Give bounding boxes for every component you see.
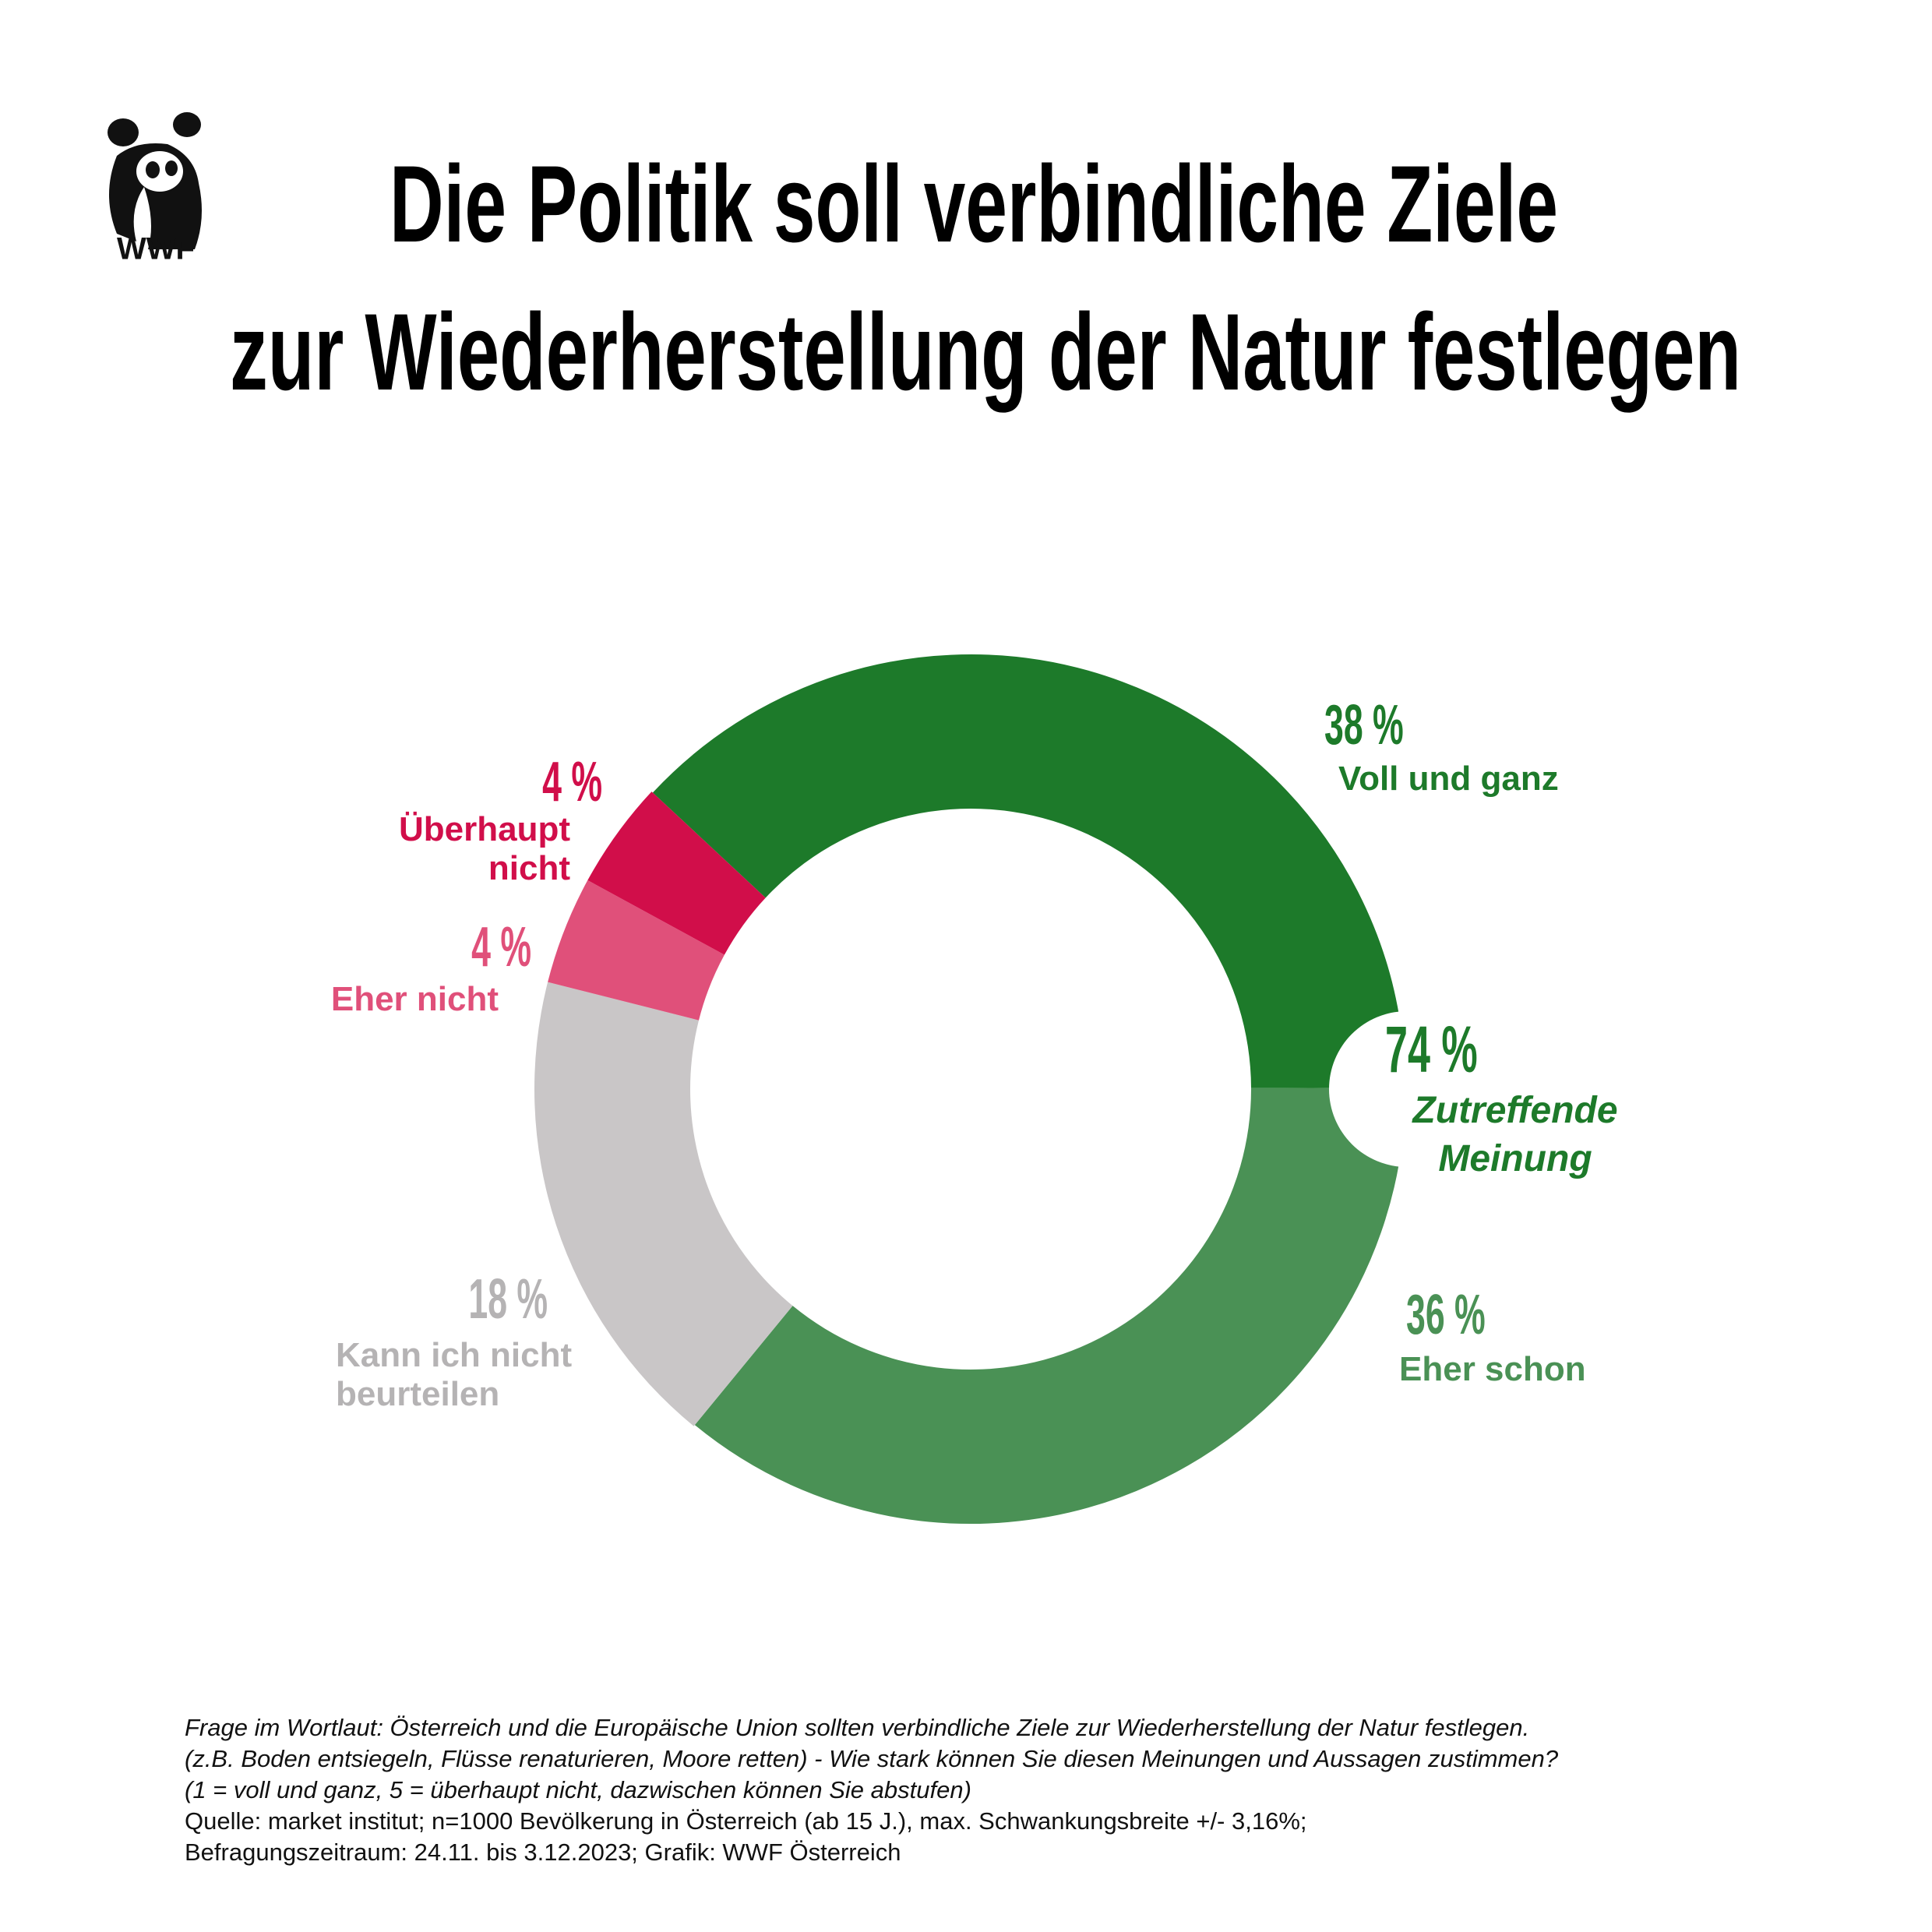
- value-label: 4 %: [542, 751, 602, 813]
- summary-text: Zutreffende Meinung: [1412, 1090, 1618, 1179]
- donut-segment: [693, 1088, 1407, 1525]
- value-label: 38 %: [1324, 694, 1404, 756]
- chart-title: Die Politik soll verbindliche Ziele: [390, 143, 1558, 265]
- summary-arc: [650, 651, 1408, 1527]
- footnote-source: Befragungszeitraum: 24.11. bis 3.12.2023…: [185, 1839, 901, 1866]
- category-label: Kann ich nicht beurteilen: [336, 1336, 573, 1413]
- category-label: Eher nicht: [330, 980, 499, 1018]
- category-label: Eher schon: [1399, 1350, 1586, 1388]
- footnote-source: Quelle: market institut; n=1000 Bevölker…: [185, 1807, 1307, 1835]
- footnote-question: Frage im Wortlaut: Österreich und die Eu…: [185, 1714, 1530, 1741]
- category-label: Voll und ganz: [1338, 760, 1559, 798]
- logo-text: WWF: [117, 232, 195, 266]
- donut-segment: [534, 982, 793, 1426]
- wwf-logo: WWF: [108, 112, 202, 266]
- footnote-question: (z.B. Boden entsiegeln, Flüsse renaturie…: [185, 1745, 1559, 1772]
- summary-value: 74 %: [1385, 1013, 1478, 1086]
- donut-segment: [548, 880, 724, 1021]
- value-label: 4 %: [471, 916, 531, 978]
- footnote-question: (1 = voll und ganz, 5 = überhaupt nicht,…: [185, 1776, 971, 1803]
- value-label: 18 %: [468, 1268, 548, 1331]
- category-label: Überhaupt nicht: [399, 810, 570, 887]
- donut-segment: [651, 653, 1407, 1088]
- chart-title: zur Wiederherstellung der Natur festlege…: [230, 291, 1741, 413]
- value-label: 36 %: [1406, 1284, 1486, 1346]
- donut-segment: [587, 791, 766, 955]
- donut: [534, 651, 1485, 1527]
